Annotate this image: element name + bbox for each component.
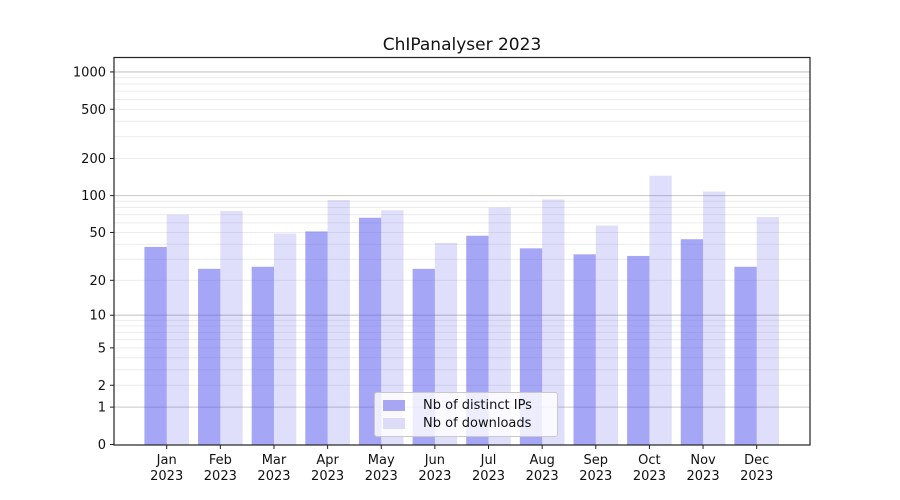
x-tick-label-year-dec: 2023 [740,469,773,484]
legend-label-distinct-ips: Nb of distinct IPs [423,398,532,414]
x-tick-label-month-may: May [368,453,395,468]
x-tick-label-year-feb: 2023 [204,469,237,484]
y-tick-label-200: 200 [81,152,106,167]
legend-label-downloads: Nb of downloads [423,415,532,431]
legend-swatch-distinct-ips [383,400,405,412]
y-tick-label-20: 20 [89,274,106,289]
x-tick-label-month-mar: Mar [262,453,287,468]
bar-downloads-feb [220,210,243,445]
bar-distinct-ips-dec [734,266,757,445]
x-tick-label-year-jul: 2023 [472,469,505,484]
x-tick-label-month-apr: Apr [316,453,339,468]
x-tick-label-month-jul: Jul [480,453,497,468]
bar-distinct-ips-apr [305,231,328,445]
bar-downloads-jan [166,214,189,445]
y-tick-label-100: 100 [81,189,106,204]
x-tick-label-year-oct: 2023 [633,469,666,484]
bar-downloads-jul [488,207,511,445]
x-tick-label-month-sep: Sep [584,453,609,468]
bar-downloads-mar [273,233,297,445]
x-tick-label-year-jan: 2023 [150,469,183,484]
bar-distinct-ips-jan [144,246,167,445]
x-tick-label-year-aug: 2023 [526,469,559,484]
x-tick-label-month-oct: Oct [638,453,660,468]
legend-swatch-downloads [383,417,405,429]
x-tick-label-year-apr: 2023 [311,469,344,484]
x-tick-label-month-dec: Dec [744,453,769,468]
y-tick-label-0: 0 [98,438,106,453]
bar-distinct-ips-mar [251,266,274,445]
x-tick-label-year-mar: 2023 [257,469,290,484]
bar-downloads-sep [595,225,619,445]
legend-item-distinct-ips: Nb of distinct IPs [383,398,549,413]
bar-downloads-apr [327,200,350,445]
x-tick-label-month-aug: Aug [529,453,554,468]
chart-title: ChIPanalyser 2023 [382,35,542,55]
bar-distinct-ips-may [358,217,382,445]
bar-downloads-oct [649,175,672,445]
x-tick-label-month-nov: Nov [690,453,716,468]
bar-downloads-nov [703,191,726,445]
x-tick-label-year-jun: 2023 [418,469,451,484]
x-tick-label-month-feb: Feb [209,453,232,468]
bar-distinct-ips-feb [198,268,221,445]
plot-frame [113,56,811,446]
legend: Nb of distinct IPs Nb of downloads [374,392,558,437]
bar-downloads-aug [542,199,565,445]
bar-distinct-ips-oct [627,255,650,445]
bar-distinct-ips-sep [573,254,596,445]
y-tick-label-50: 50 [89,226,106,241]
y-tick-label-5: 5 [98,341,106,356]
bar-distinct-ips-nov [680,239,704,445]
x-tick-label-year-sep: 2023 [579,469,612,484]
x-tick-label-month-jun: Jun [424,453,445,468]
bar-downloads-dec [756,216,779,445]
x-tick-label-month-jan: Jan [156,453,177,468]
y-tick-label-500: 500 [81,103,106,118]
x-tick-label-year-may: 2023 [365,469,398,484]
x-tick-label-year-nov: 2023 [687,469,720,484]
y-tick-label-10: 10 [89,309,106,324]
y-tick-label-1000: 1000 [73,65,106,80]
legend-item-downloads: Nb of downloads [383,416,549,431]
y-tick-label-2: 2 [98,379,106,394]
bar-downloads-may [381,210,404,445]
y-tick-label-1: 1 [98,401,106,416]
